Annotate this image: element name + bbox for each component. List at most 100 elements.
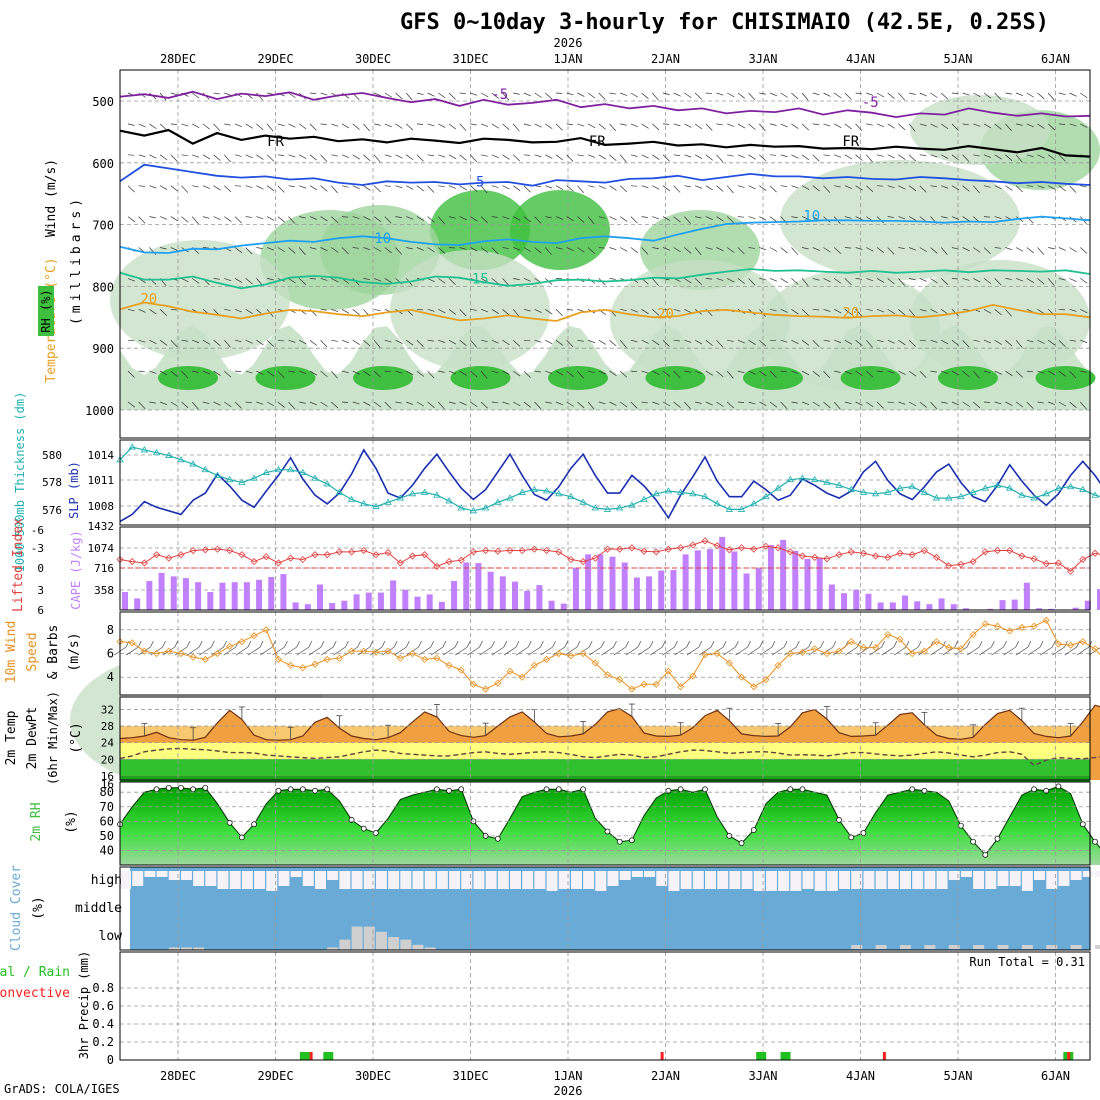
li-line — [119, 540, 1100, 572]
cloud-high-cell — [180, 871, 192, 880]
wind-barb — [427, 247, 435, 253]
thickness-point — [652, 490, 660, 497]
wind-barb — [192, 185, 199, 188]
wind-barb-10m — [406, 646, 419, 656]
wind-barb — [491, 339, 499, 344]
wind-barb — [973, 278, 981, 283]
wind-barb — [341, 339, 350, 344]
wind-barb — [427, 278, 435, 282]
li-point — [201, 546, 209, 554]
wind-barb-10m — [1040, 646, 1053, 656]
wind-barb — [149, 339, 157, 345]
wind-barb-10m-feather — [759, 640, 764, 648]
wind-barb — [159, 216, 168, 220]
thickness-point — [981, 484, 990, 491]
wind-barb — [716, 278, 724, 281]
wind-barb-10m-feather — [552, 640, 556, 648]
wind-barb — [555, 339, 564, 346]
wind-point — [213, 649, 222, 658]
wind-barb — [523, 216, 531, 223]
wind-barb — [502, 216, 510, 220]
wind-barb-10m-feather — [710, 640, 715, 648]
wind-point — [920, 647, 928, 655]
wind-barb-10m — [479, 646, 492, 656]
wind-barb — [427, 92, 435, 97]
cloud-high-cell — [290, 871, 302, 877]
wind-barb — [406, 247, 413, 250]
wind-barb — [973, 92, 981, 97]
cape-bar — [804, 558, 811, 610]
cloud-high-cell — [753, 871, 765, 891]
wind-barb — [994, 339, 1002, 345]
rh-point — [324, 786, 331, 793]
rh-point — [287, 786, 294, 793]
wind-barb — [545, 401, 552, 404]
wind-barb-10m — [125, 646, 139, 656]
cloud-high-cell — [729, 871, 741, 889]
wind-barb — [545, 185, 553, 189]
wind-barb — [652, 309, 660, 316]
wind-barb — [759, 216, 767, 221]
wind-barb — [919, 370, 927, 378]
wind-barb — [823, 185, 831, 193]
cloud-high-cell — [473, 871, 485, 889]
wind-barb — [224, 370, 232, 378]
wind-barb — [673, 123, 681, 127]
wind-barb — [320, 92, 328, 96]
cloud-high-cell — [351, 871, 363, 889]
wind-point — [896, 635, 904, 643]
wind-barb — [363, 123, 370, 132]
cloud-high-cell — [424, 871, 436, 889]
wind-barb — [320, 339, 328, 348]
isotherm-label: -5 — [491, 87, 508, 103]
wind-barb-10m — [979, 646, 992, 656]
wind-barb — [994, 247, 1001, 249]
isotherm-15 — [119, 268, 1091, 290]
wind-barb-10m-feather — [1003, 640, 1007, 648]
cape-bar — [207, 592, 214, 610]
cape-bar — [524, 590, 531, 610]
wind-barb — [309, 154, 317, 161]
wind-barb — [587, 92, 596, 99]
rh-lowlevel-core — [158, 366, 218, 390]
wind-barb — [684, 154, 692, 158]
cape-tick: 716 — [94, 562, 114, 575]
wind-barb — [1047, 278, 1055, 286]
li-point — [469, 548, 478, 556]
wind-barb — [213, 278, 220, 280]
wind-barb — [726, 401, 735, 409]
wind-barb — [962, 370, 970, 378]
wind-barb — [298, 123, 307, 130]
cloud-low-cell — [327, 947, 339, 950]
wind-point — [335, 654, 343, 662]
wind-barb — [812, 247, 820, 251]
wind-point — [555, 649, 563, 658]
wind-barb — [812, 92, 820, 96]
wind-barb-10m-feather — [210, 640, 215, 648]
wind-barb — [673, 339, 680, 342]
li-point — [408, 552, 417, 560]
thickness-point — [140, 446, 149, 453]
wind-barb — [480, 216, 488, 224]
cape-bar — [767, 545, 774, 610]
wind-barb — [149, 401, 156, 404]
rh-point — [1092, 838, 1098, 845]
cape-bar — [585, 554, 592, 610]
wind-barb — [716, 370, 724, 378]
wind-barb — [127, 401, 136, 408]
cloud-high-cell — [631, 871, 643, 877]
wind-barb — [844, 278, 852, 286]
wind-point — [993, 622, 1002, 630]
wind-barb — [833, 401, 841, 410]
wind-barb — [149, 216, 156, 219]
wind-barb-10m-feather — [600, 640, 605, 648]
cape-bar — [682, 554, 689, 610]
wind-barb — [973, 339, 980, 342]
wind-barb — [502, 92, 510, 101]
wind-barb — [138, 339, 146, 343]
thickness-point — [494, 498, 502, 505]
wind-barb — [662, 185, 671, 192]
wind-barb — [801, 278, 809, 287]
wind-barb — [876, 154, 884, 157]
wind-barb — [438, 278, 446, 284]
